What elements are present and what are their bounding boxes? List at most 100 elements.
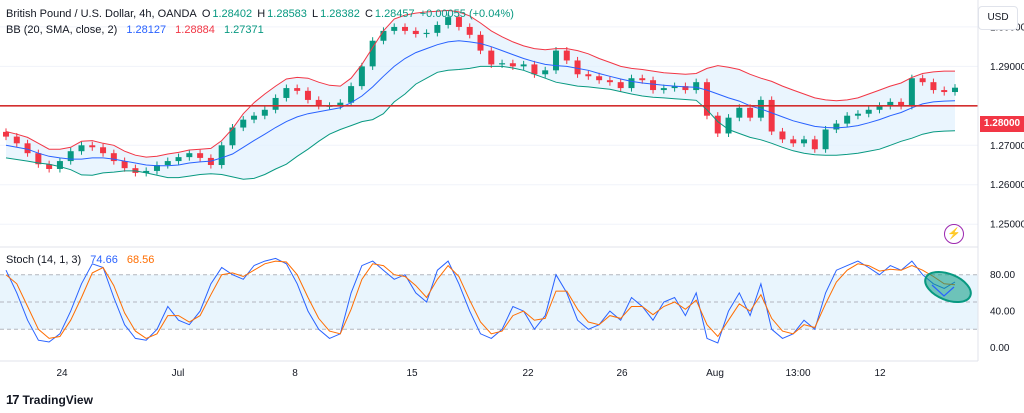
candle-body: [197, 153, 204, 158]
candle-body: [499, 63, 506, 65]
time-axis: 24 Jul 8 15 22 26 Aug 13:00 12: [56, 368, 886, 379]
candle-body: [466, 26, 473, 35]
candle-body: [865, 109, 872, 114]
candle: [477, 31, 484, 55]
candle: [801, 135, 808, 147]
candle: [876, 102, 883, 114]
candle-body: [725, 117, 732, 134]
candle: [3, 128, 9, 141]
candle: [369, 37, 376, 70]
candle-body: [24, 143, 31, 154]
candle-body: [153, 165, 160, 171]
candle-body: [801, 139, 808, 144]
candle-body: [3, 131, 9, 137]
stoch-d-value: 68.56: [126, 254, 155, 266]
candle-body: [315, 99, 322, 106]
candle-body: [229, 127, 236, 146]
candle: [153, 161, 160, 175]
candle-body: [682, 86, 689, 91]
candle: [391, 23, 398, 35]
time-tick-label: 13:00: [785, 368, 810, 379]
candle-body: [337, 102, 344, 106]
candle-body: [747, 107, 754, 118]
candle-body: [552, 50, 559, 71]
candle: [552, 47, 559, 74]
stoch-label: Stoch (14, 1, 3): [6, 254, 82, 266]
candle-body: [294, 88, 301, 91]
candle-body: [693, 82, 700, 91]
candle: [725, 114, 732, 138]
candle: [898, 98, 905, 110]
bb-legend[interactable]: BB (20, SMA, close, 2) 1.28127 1.28884 1…: [6, 24, 266, 36]
tradingview-logo[interactable]: 17 TradingView: [6, 392, 93, 407]
candle: [186, 149, 193, 161]
candle: [13, 133, 20, 147]
stoch-tick-label: 0.00: [990, 343, 1010, 354]
close-label: C: [364, 8, 373, 20]
candle: [854, 110, 861, 120]
candle: [844, 112, 851, 128]
candle: [682, 82, 689, 94]
price-tick-label: 1.25000: [990, 220, 1024, 231]
bollinger-band-fill: [6, 10, 955, 180]
candle: [89, 141, 96, 151]
currency-button[interactable]: USD: [978, 6, 1018, 30]
lightning-icon[interactable]: ⚡: [944, 224, 964, 244]
candle-body: [369, 40, 376, 67]
candle-body: [606, 80, 613, 83]
candle: [434, 21, 441, 37]
candle: [952, 84, 958, 96]
candle: [218, 141, 225, 169]
time-tick-label: 26: [616, 368, 628, 379]
tradingview-label: TradingView: [22, 392, 93, 407]
candle-body: [768, 99, 775, 132]
candle: [865, 106, 872, 118]
candle-body: [391, 26, 398, 31]
candle-body: [67, 151, 74, 162]
time-tick-label: 12: [874, 368, 886, 379]
candle-body: [251, 115, 258, 120]
time-tick-label: Jul: [172, 368, 185, 379]
candle: [56, 157, 63, 173]
candle-body: [218, 145, 225, 166]
candle-body: [175, 157, 182, 162]
candle-body: [304, 90, 311, 100]
candle: [606, 76, 613, 86]
stoch-k-value: 74.66: [90, 254, 118, 266]
candle-body: [13, 136, 20, 144]
candle-body: [445, 17, 452, 25]
bollinger-basis-line: [5, 40, 956, 167]
candle: [229, 123, 236, 149]
candle-body: [240, 119, 247, 128]
candle: [542, 66, 549, 78]
candle-body: [822, 129, 829, 150]
candle-body: [563, 50, 570, 61]
candle-body: [898, 101, 905, 106]
candle: [143, 167, 150, 177]
candle: [78, 141, 85, 155]
candle-body: [283, 88, 290, 98]
candle: [908, 74, 915, 110]
candle: [251, 112, 258, 124]
symbol-title[interactable]: British Pound / U.S. Dollar, 4h, OANDA: [6, 8, 197, 20]
candle: [110, 149, 117, 165]
candle-body: [56, 161, 63, 169]
candle: [833, 120, 840, 134]
candle: [121, 157, 128, 172]
stoch-legend[interactable]: Stoch (14, 1, 3) 74.66 68.56: [6, 254, 156, 266]
candle-body: [628, 78, 635, 89]
stoch-tick-label: 40.00: [990, 307, 1015, 318]
candle-body: [261, 109, 268, 116]
candle: [790, 135, 797, 147]
time-tick-label: 8: [292, 368, 298, 379]
close-value: 1.28457: [374, 8, 415, 20]
stoch-band-fill: [0, 274, 978, 330]
candle-body: [887, 101, 894, 106]
candle-body: [423, 32, 430, 35]
candle-body: [488, 50, 495, 65]
candle-body: [736, 107, 743, 118]
candle: [520, 60, 527, 70]
candle-body: [671, 86, 678, 89]
low-label: L: [311, 8, 319, 20]
